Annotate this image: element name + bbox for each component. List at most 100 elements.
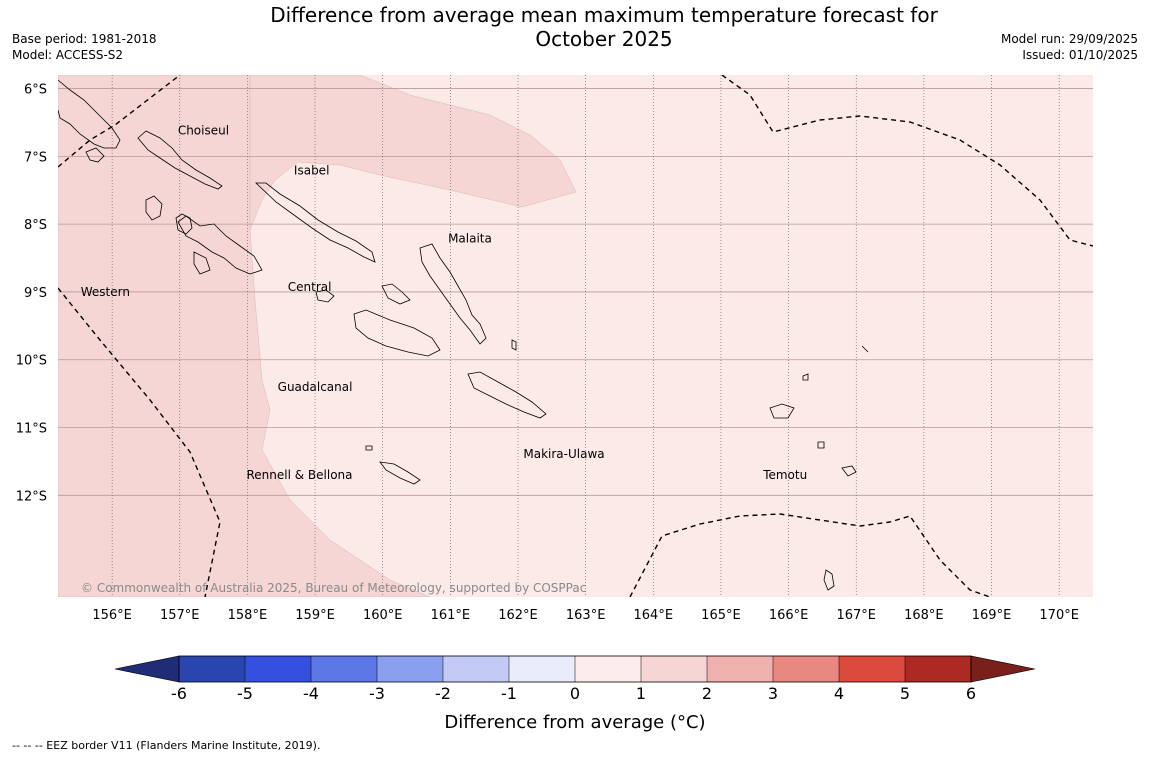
copyright-notice: © Commonwealth of Australia 2025, Bureau… <box>81 581 586 595</box>
colorbar-under-arrow <box>114 655 180 683</box>
map-title: Difference from average mean maximum tem… <box>200 3 1008 51</box>
base-period: Base period: 1981-2018 <box>12 32 157 46</box>
bellona-island <box>365 445 373 451</box>
colorbar-tick-label: -2 <box>435 684 451 703</box>
shortland-islands <box>85 147 105 163</box>
colorbar: -6 -5 -4 -3 -2 -1 0 1 2 3 4 5 6 <box>114 655 1036 703</box>
vanikoro-island <box>841 465 857 477</box>
lon-label: 166°E <box>769 608 809 623</box>
new-georgia-islands <box>177 215 263 275</box>
colorbar-segment <box>707 656 773 682</box>
lat-label: 12°S <box>16 489 47 504</box>
florida-islands <box>381 283 411 305</box>
region-label: Isabel <box>294 164 329 178</box>
colorbar-tick-label: 2 <box>702 684 712 703</box>
lon-label: 158°E <box>228 608 268 623</box>
utupua-island <box>817 441 825 449</box>
lon-label: 163°E <box>566 608 606 623</box>
colorbar-tick-label: 5 <box>900 684 910 703</box>
choiseul-island <box>137 130 223 190</box>
colorbar-segment <box>509 656 575 682</box>
lon-label: 167°E <box>836 608 876 623</box>
longitude-labels: 156°E 157°E 158°E 159°E 160°E 161°E 162°E 163°E… <box>92 608 1079 623</box>
region-label: Western <box>81 285 130 299</box>
colorbar-segment <box>773 656 839 682</box>
anomaly-band-2-3-north <box>249 75 577 231</box>
duff-islands <box>802 373 809 381</box>
region-label: Choiseul <box>178 124 229 138</box>
colorbar-tick-label: -4 <box>303 684 319 703</box>
lat-label: 9°S <box>24 286 47 301</box>
lon-label: 169°E <box>972 608 1012 623</box>
lat-label: 6°S <box>24 83 47 98</box>
lon-label: 156°E <box>92 608 132 623</box>
region-label: Guadalcanal <box>278 380 353 394</box>
colorbar-segment <box>179 656 245 682</box>
eez-source-note: -- -- -- EEZ border V11 (Flanders Marine… <box>12 739 321 752</box>
colorbar-tick-label: 6 <box>966 684 976 703</box>
lat-label: 7°S <box>24 150 47 165</box>
lon-label: 157°E <box>160 608 200 623</box>
lat-label: 11°S <box>16 422 47 437</box>
map-area: Choiseul Isabel Malaita Western Central Guada… <box>58 75 1093 597</box>
rendova-island <box>193 251 211 275</box>
colorbar-tick-label: 1 <box>636 684 646 703</box>
coastlines <box>58 79 869 591</box>
lon-label: 164°E <box>634 608 674 623</box>
eez-border-south-west <box>58 287 221 597</box>
colorbar-segment <box>905 656 971 682</box>
colorbar-tick-label: -1 <box>501 684 517 703</box>
colorbar-segment <box>245 656 311 682</box>
lon-label: 168°E <box>904 608 944 623</box>
issued-date: Issued: 01/10/2025 <box>1022 48 1138 62</box>
lon-label: 159°E <box>295 608 335 623</box>
kolombangara-island <box>175 213 193 235</box>
colorbar-tick-label: 3 <box>768 684 778 703</box>
vella-lavella-island <box>145 195 163 221</box>
colorbar-tick-label: -6 <box>171 684 187 703</box>
graticule <box>58 75 1093 597</box>
province-labels: Choiseul Isabel Malaita Western Central Guada… <box>81 124 807 482</box>
malaita-island <box>419 243 487 345</box>
guadalcanal-island <box>353 309 441 357</box>
sikaiana-atoll <box>861 345 869 353</box>
colorbar-tick-label: -5 <box>237 684 253 703</box>
makira-island <box>467 371 547 419</box>
lon-label: 162°E <box>498 608 538 623</box>
colorbar-segment <box>839 656 905 682</box>
model-name: Model: ACCESS-S2 <box>12 48 124 62</box>
ulawa-island <box>511 339 517 351</box>
model-run: Model run: 29/09/2025 <box>1000 32 1138 46</box>
russell-islands <box>315 289 335 303</box>
colorbar-segment <box>641 656 707 682</box>
model-info: Base period: 1981-2018 Model: ACCESS-S2 <box>12 31 157 63</box>
anuta-tikopia-islands <box>823 569 835 591</box>
colorbar-segment <box>575 656 641 682</box>
region-label: Temotu <box>762 468 807 482</box>
colorbar-segment <box>377 656 443 682</box>
bougainville-coast <box>58 79 121 149</box>
colorbar-segment <box>311 656 377 682</box>
latitude-labels: 6°S 7°S 8°S 9°S 10°S 11°S 12°S <box>16 83 47 505</box>
region-label: Rennell & Bellona <box>246 468 352 482</box>
isabel-island <box>254 182 376 263</box>
eez-border-south-east <box>629 513 991 597</box>
colorbar-tick-label: 0 <box>570 684 580 703</box>
title-line-1: Difference from average mean maximum tem… <box>270 3 938 27</box>
lon-label: 170°E <box>1039 608 1079 623</box>
region-label: Malaita <box>448 231 492 245</box>
eez-border-north-west <box>58 75 181 168</box>
region-label: Central <box>288 280 332 294</box>
colorbar-tick-label: -3 <box>369 684 385 703</box>
rennell-island <box>379 461 421 485</box>
lon-label: 165°E <box>701 608 741 623</box>
eez-borders <box>58 75 1093 597</box>
colorbar-tick-label: 4 <box>834 684 844 703</box>
region-label: Makira-Ulawa <box>523 447 604 461</box>
lat-label: 10°S <box>16 354 47 369</box>
lat-label: 8°S <box>24 218 47 233</box>
lon-label: 161°E <box>431 608 471 623</box>
eez-border-north-east <box>721 75 1093 247</box>
colorbar-label: Difference from average (°C) <box>444 712 705 733</box>
